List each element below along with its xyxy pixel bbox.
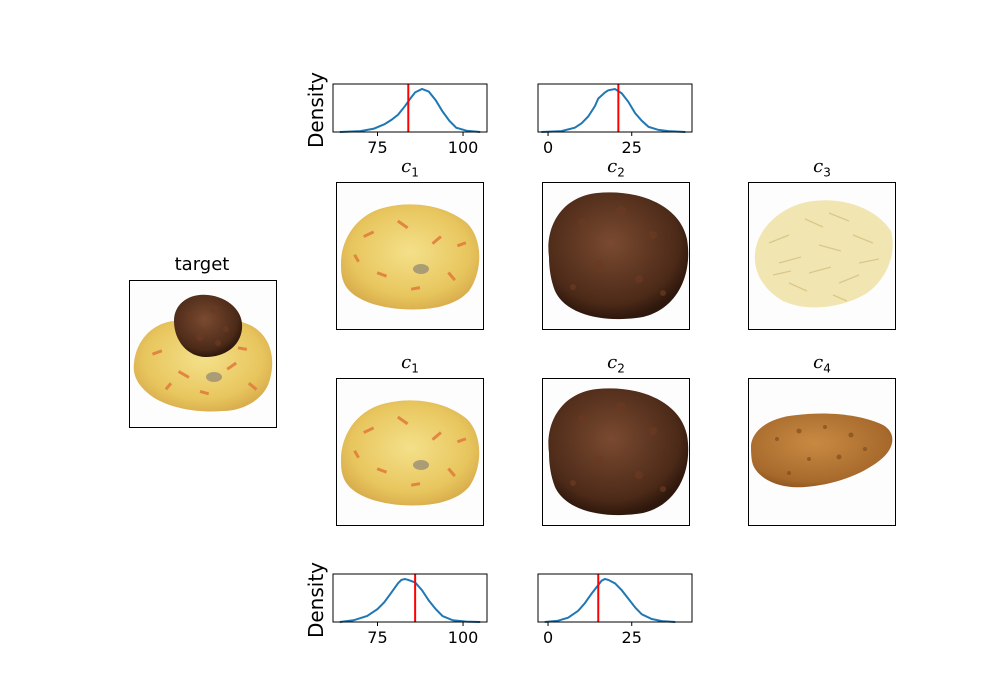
target-title: target — [174, 254, 230, 275]
mash-image-r2 — [336, 378, 484, 526]
target-image — [129, 280, 277, 428]
cabbage-image-r1 — [748, 182, 896, 330]
grid-title-r1-c3: c3 — [813, 156, 831, 180]
grid-title-r1-c1: c1 — [401, 156, 419, 180]
meatball-image-r1 — [542, 182, 690, 330]
density-curve — [544, 577, 676, 623]
meatball-image-r2 — [542, 378, 690, 526]
grid-title-r2-c2: c2 — [607, 352, 625, 376]
plot-frame — [332, 573, 488, 623]
density-curve — [541, 87, 686, 133]
plot-frame — [332, 83, 488, 133]
density-plot-bottom-left: 75 100 — [332, 573, 488, 647]
grid-title-r2-c3: c4 — [813, 352, 831, 376]
plot-frame — [537, 573, 693, 623]
grid-title-r1-c2: c2 — [607, 156, 625, 180]
grid-title-r2-c1: c1 — [401, 352, 419, 376]
x-tick-label: 0 — [543, 138, 553, 157]
x-tick-label: 75 — [367, 138, 387, 157]
density-plot-top-left: 75 100 — [332, 83, 488, 157]
density-ylabel-bottom: Density — [304, 561, 328, 639]
x-tick-label: 75 — [367, 628, 387, 647]
density-plot-bottom-right: 0 25 — [537, 573, 693, 647]
density-plot-top-right: 0 25 — [537, 83, 693, 157]
mash-image-r1 — [336, 182, 484, 330]
density-curve — [339, 87, 481, 133]
plot-frame — [537, 83, 693, 133]
density-curve — [339, 577, 481, 623]
density-ylabel-top: Density — [304, 71, 328, 149]
x-tick-label: 25 — [622, 138, 642, 157]
x-tick-label: 100 — [448, 628, 479, 647]
x-tick-label: 25 — [622, 628, 642, 647]
x-tick-label: 100 — [448, 138, 479, 157]
breaded-patty-image-r2 — [748, 378, 896, 526]
x-tick-label: 0 — [543, 628, 553, 647]
